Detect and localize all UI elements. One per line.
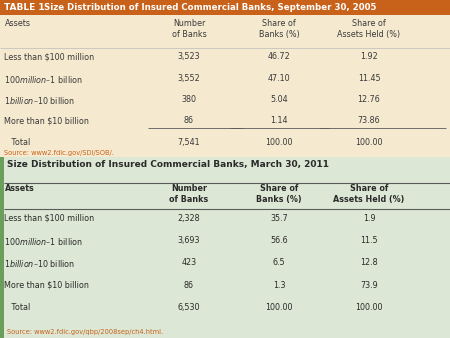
Text: $1 billion–$10 billion: $1 billion–$10 billion bbox=[4, 258, 76, 269]
Text: 47.10: 47.10 bbox=[268, 74, 290, 83]
Text: 5.04: 5.04 bbox=[270, 95, 288, 104]
FancyBboxPatch shape bbox=[0, 0, 450, 157]
Text: TABLE 1: TABLE 1 bbox=[4, 3, 45, 12]
Text: $100 million–$1 billion: $100 million–$1 billion bbox=[4, 236, 83, 247]
Text: More than $10 billion: More than $10 billion bbox=[4, 116, 90, 125]
Text: Assets: Assets bbox=[4, 19, 31, 28]
Text: Share of
Assets Held (%): Share of Assets Held (%) bbox=[333, 184, 405, 204]
Text: 2,328: 2,328 bbox=[178, 214, 200, 223]
Text: Number
of Banks: Number of Banks bbox=[171, 19, 207, 39]
Text: $100 million–$1 billion: $100 million–$1 billion bbox=[4, 74, 83, 85]
Text: Total: Total bbox=[4, 138, 31, 147]
Text: 3,523: 3,523 bbox=[178, 52, 200, 62]
Text: 86: 86 bbox=[184, 116, 194, 125]
FancyBboxPatch shape bbox=[0, 0, 450, 15]
Text: Source: www2.fdic.gov/qbp/2008sep/ch4.html.: Source: www2.fdic.gov/qbp/2008sep/ch4.ht… bbox=[7, 329, 163, 335]
Text: Share of
Banks (%): Share of Banks (%) bbox=[256, 184, 302, 204]
Text: 6,530: 6,530 bbox=[178, 303, 200, 312]
Text: 46.72: 46.72 bbox=[268, 52, 290, 62]
Text: 1.3: 1.3 bbox=[273, 281, 285, 290]
Text: 1.14: 1.14 bbox=[270, 116, 288, 125]
Text: 86: 86 bbox=[184, 281, 194, 290]
Text: 56.6: 56.6 bbox=[270, 236, 288, 245]
Text: 100.00: 100.00 bbox=[265, 138, 293, 147]
Text: 1.9: 1.9 bbox=[363, 214, 375, 223]
Text: 35.7: 35.7 bbox=[270, 214, 288, 223]
Text: $1 billion–$10 billion: $1 billion–$10 billion bbox=[4, 95, 76, 106]
Text: More than $10 billion: More than $10 billion bbox=[4, 281, 90, 290]
Text: 423: 423 bbox=[181, 258, 197, 267]
Text: Share of
Assets Held (%): Share of Assets Held (%) bbox=[338, 19, 400, 39]
Text: 7,541: 7,541 bbox=[178, 138, 200, 147]
Text: Less than $100 million: Less than $100 million bbox=[4, 52, 94, 62]
Text: 73.86: 73.86 bbox=[358, 116, 380, 125]
Text: 1.92: 1.92 bbox=[360, 52, 378, 62]
Text: Share of
Banks (%): Share of Banks (%) bbox=[259, 19, 299, 39]
Text: 12.8: 12.8 bbox=[360, 258, 378, 267]
Text: Size Distribution of Insured Commercial Banks, September 30, 2005: Size Distribution of Insured Commercial … bbox=[44, 3, 377, 12]
Text: Number
of Banks: Number of Banks bbox=[169, 184, 209, 204]
Text: 12.76: 12.76 bbox=[358, 95, 380, 104]
Text: 73.9: 73.9 bbox=[360, 281, 378, 290]
Text: 11.5: 11.5 bbox=[360, 236, 378, 245]
FancyBboxPatch shape bbox=[0, 157, 4, 338]
Text: Less than $100 million: Less than $100 million bbox=[4, 214, 94, 223]
Text: 380: 380 bbox=[181, 95, 197, 104]
Text: 11.45: 11.45 bbox=[358, 74, 380, 83]
Text: 100.00: 100.00 bbox=[355, 303, 383, 312]
Text: 100.00: 100.00 bbox=[355, 138, 383, 147]
Text: Size Distribution of Insured Commercial Banks, March 30, 2011: Size Distribution of Insured Commercial … bbox=[7, 160, 329, 169]
FancyBboxPatch shape bbox=[0, 157, 450, 338]
Text: 3,552: 3,552 bbox=[178, 74, 200, 83]
Text: 6.5: 6.5 bbox=[273, 258, 285, 267]
Text: Total: Total bbox=[4, 303, 31, 312]
Text: 100.00: 100.00 bbox=[265, 303, 293, 312]
Text: Assets: Assets bbox=[4, 184, 34, 193]
Text: 3,693: 3,693 bbox=[178, 236, 200, 245]
Text: Source: www2.fdic.gov/SDI/SOB/.: Source: www2.fdic.gov/SDI/SOB/. bbox=[4, 150, 114, 156]
